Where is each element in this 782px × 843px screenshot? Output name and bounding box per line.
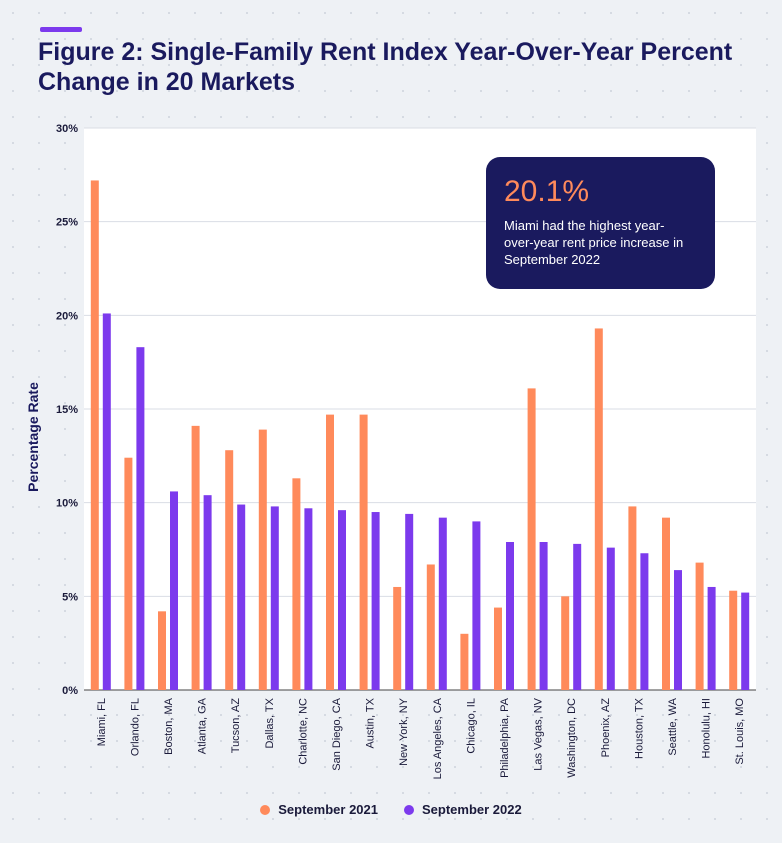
callout-value: 20.1% — [504, 175, 590, 208]
bar-2022 — [472, 521, 481, 690]
x-category-label: Washington, DC — [566, 698, 578, 778]
bar-2022 — [606, 547, 615, 690]
bar-2021 — [561, 596, 570, 690]
title-accent-bar — [40, 27, 82, 32]
bar-2021 — [527, 388, 536, 690]
bar-2021 — [191, 425, 200, 690]
x-category-label: Los Angeles, CA — [432, 697, 444, 779]
bar-2021 — [124, 457, 133, 690]
x-category-label: Phoenix, AZ — [600, 698, 612, 758]
bar-2022 — [170, 491, 178, 690]
y-axis-label: Percentage Rate — [25, 382, 41, 492]
bar-2021 — [628, 506, 637, 690]
bar-2021 — [90, 180, 99, 690]
y-tick-label: 10% — [56, 498, 78, 510]
y-tick-label: 30% — [56, 123, 78, 135]
legend-item-2022: September 2022 — [404, 802, 522, 817]
bar-2022 — [741, 592, 750, 690]
bar-2022 — [539, 542, 548, 690]
chart-legend: September 2021 September 2022 — [0, 802, 782, 817]
callout-text: Miami had the highest year-over-year ren… — [504, 218, 684, 267]
bar-2022 — [640, 553, 649, 690]
bar-2021 — [393, 586, 402, 690]
highlight-callout: 20.1% Miami had the highest year-over-ye… — [486, 157, 715, 289]
bar-2021 — [695, 562, 704, 690]
x-category-label: Philadelphia, PA — [499, 697, 511, 778]
bar-2022 — [203, 495, 212, 690]
bar-2022 — [371, 512, 380, 690]
x-category-label: Seattle, WA — [667, 697, 679, 755]
x-category-label: San Diego, CA — [331, 697, 343, 770]
x-category-label: Charlotte, NC — [297, 698, 309, 765]
legend-label-2022: September 2022 — [422, 802, 522, 817]
bar-2022 — [506, 542, 514, 690]
bar-2022 — [102, 313, 111, 690]
bar-2022 — [438, 517, 447, 690]
bar-2021 — [158, 611, 166, 690]
x-category-label: Tucson, AZ — [230, 698, 242, 754]
legend-dot-2022 — [404, 804, 414, 815]
bars — [90, 180, 750, 690]
x-category-label: Austin, TX — [365, 697, 377, 748]
x-category-label: Las Vegas, NV — [533, 697, 545, 770]
y-axis-ticks: 0% 5% 10% 15% 20% 25% 30% — [56, 123, 78, 697]
bar-2022 — [405, 513, 414, 690]
x-category-label: Orlando, FL — [129, 698, 141, 756]
y-tick-label: 20% — [56, 310, 78, 322]
bar-2021 — [662, 517, 670, 690]
y-tick-label: 5% — [62, 591, 78, 603]
x-category-label: Miami, FL — [96, 698, 108, 746]
x-category-label: Honolulu, HI — [701, 698, 713, 759]
bar-2022 — [136, 347, 145, 690]
bar-2021 — [258, 429, 267, 690]
legend-label-2021: September 2021 — [278, 802, 378, 817]
x-category-label: Dallas, TX — [264, 697, 276, 748]
x-category-label: Chicago, IL — [465, 698, 477, 754]
x-category-label: Atlanta, GA — [197, 697, 209, 754]
bar-2022 — [573, 543, 582, 690]
bar-2021 — [426, 564, 435, 690]
x-category-label: Boston, MA — [163, 697, 175, 755]
bar-2021 — [594, 328, 603, 690]
bar-2021 — [292, 478, 301, 690]
x-axis-categories: Miami, FL Orlando, FL Boston, MA Atlanta, G… — [96, 697, 746, 779]
y-tick-label: 25% — [56, 217, 78, 229]
x-category-label: Houston, TX — [633, 697, 645, 759]
bar-2022 — [338, 510, 346, 690]
chart-title: Figure 2: Single-Family Rent Index Year-… — [38, 38, 733, 96]
bar-2021 — [359, 414, 368, 690]
bar-2021 — [494, 607, 502, 690]
y-tick-label: 15% — [56, 404, 78, 416]
legend-item-2021: September 2021 — [260, 802, 378, 817]
legend-dot-2021 — [260, 804, 271, 815]
bar-2022 — [674, 570, 682, 690]
x-category-label: New York, NY — [398, 697, 410, 766]
bar-2022 — [707, 586, 716, 690]
bar-2021 — [729, 590, 738, 690]
bar-2021 — [326, 414, 334, 690]
x-category-label: St. Louis, MO — [734, 698, 746, 765]
bar-2022 — [270, 506, 279, 690]
bar-2022 — [237, 504, 246, 690]
bar-2022 — [304, 508, 313, 690]
bar-2021 — [460, 633, 469, 690]
y-tick-label: 0% — [62, 685, 78, 697]
bar-2021 — [225, 450, 234, 690]
